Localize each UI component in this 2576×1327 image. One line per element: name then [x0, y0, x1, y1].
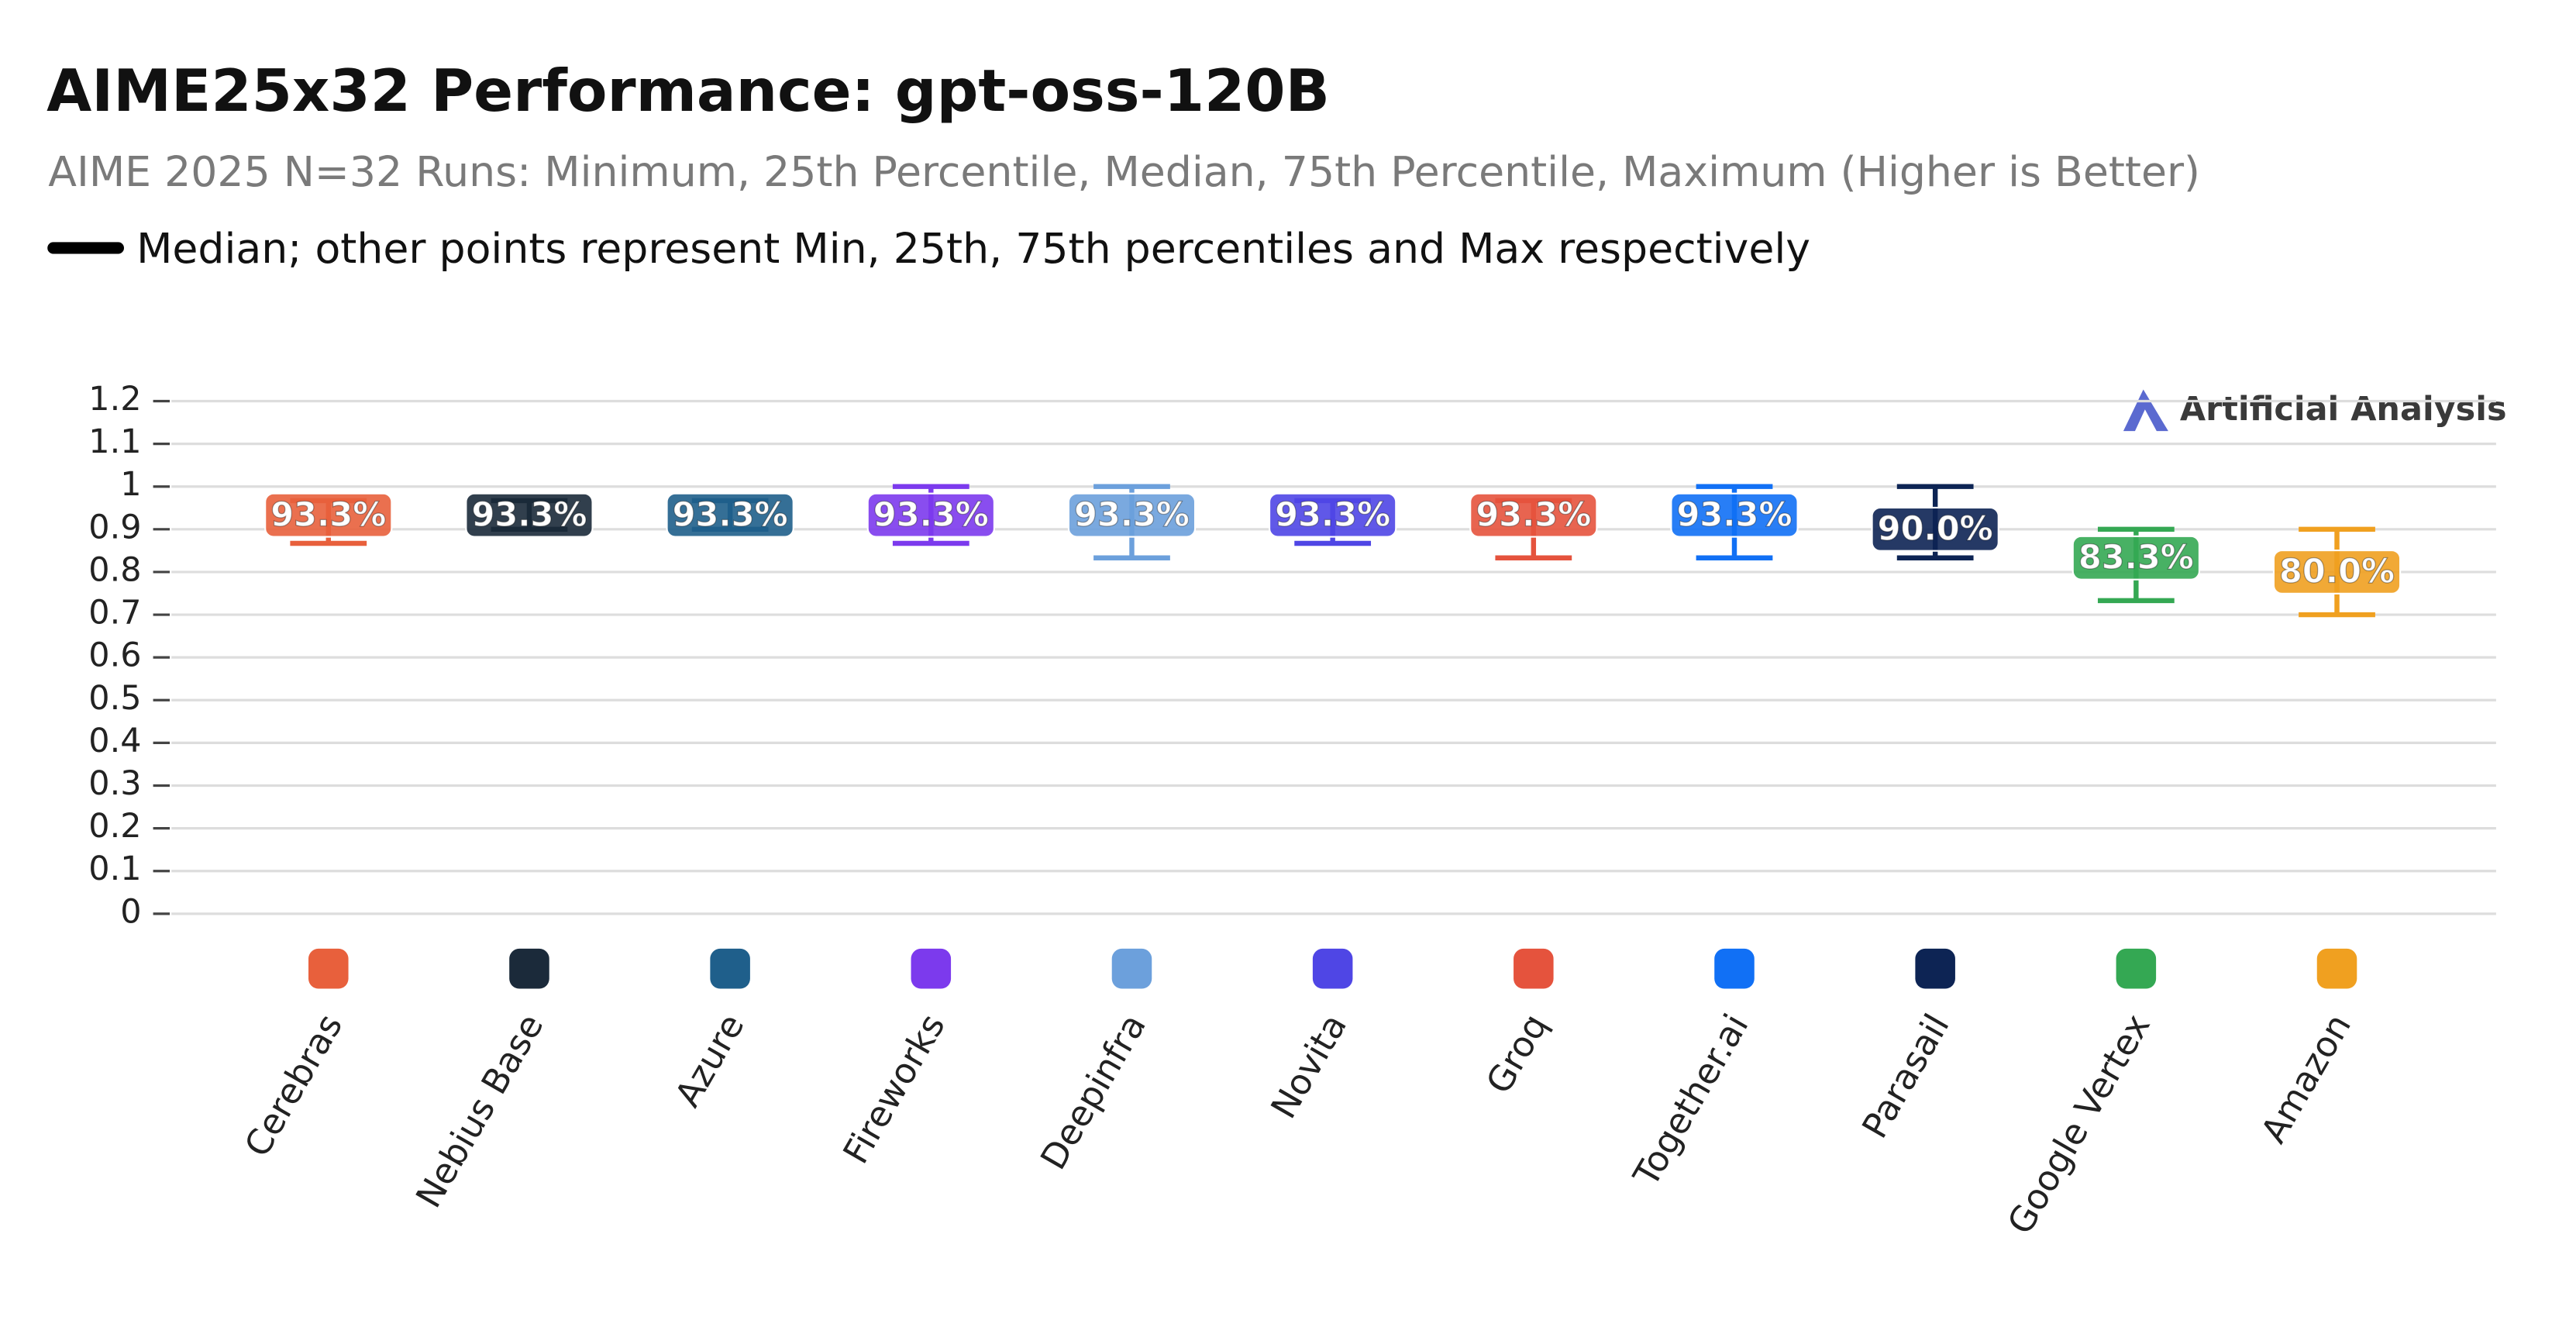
median-label: 93.3% [1476, 495, 1591, 534]
median-label: 93.3% [1074, 495, 1190, 534]
median-label: 83.3% [2078, 538, 2194, 577]
x-tick-label: Nebius Base [408, 1007, 551, 1215]
x-tick-label: Fireworks [835, 1007, 952, 1170]
watermark-logo [2123, 389, 2168, 432]
legend-label: Median; other points represent Min, 25th… [136, 224, 1810, 273]
y-tick-label: 0.8 [88, 550, 141, 589]
y-tick-label: 0.4 [88, 722, 141, 760]
median-box [1469, 492, 1598, 538]
y-tick-label: 0.7 [88, 594, 141, 632]
x-tick-label: Azure [667, 1007, 752, 1114]
chart-subtitle: AIME 2025 N=32 Runs: Minimum, 25th Perce… [48, 147, 2200, 196]
x-tick-label: Novita [1262, 1007, 1355, 1125]
provider-icon [1514, 948, 1554, 989]
median-label: 93.3% [673, 495, 788, 534]
x-tick-label: Deepinfra [1032, 1007, 1154, 1177]
y-tick-label: 0 [120, 892, 141, 931]
median-box [866, 492, 995, 538]
median-box [1670, 492, 1799, 538]
provider-icon [509, 948, 549, 989]
median-box [1268, 492, 1397, 538]
provider-icon [911, 948, 952, 989]
x-tick-label: Parasail [1854, 1007, 1957, 1145]
x-tick-label: Google Vertex [1999, 1007, 2158, 1241]
y-tick-label: 0.2 [88, 807, 141, 846]
x-tick-label: Amazon [2253, 1007, 2359, 1149]
median-box [666, 492, 794, 538]
median-label: 80.0% [2279, 553, 2395, 591]
median-label: 93.3% [1275, 495, 1390, 534]
y-tick-label: 0.3 [88, 764, 141, 803]
provider-icon [308, 948, 349, 989]
provider-icon [1312, 948, 1353, 989]
provider-icon [1714, 948, 1755, 989]
median-box [465, 492, 594, 538]
provider-icon [710, 948, 750, 989]
y-tick-label: 0.9 [88, 508, 141, 546]
median-box [2071, 535, 2201, 581]
median-box [264, 492, 393, 538]
y-tick-label: 0.6 [88, 636, 141, 675]
median-label: 93.3% [270, 495, 386, 534]
provider-icon [2116, 948, 2157, 989]
y-tick-label: 1 [120, 465, 141, 504]
median-label: 93.3% [471, 495, 587, 534]
x-tick-label: Groq [1478, 1007, 1555, 1101]
y-tick-label: 1.2 [88, 380, 141, 419]
median-label: 90.0% [1878, 509, 1993, 548]
provider-icon [1915, 948, 1955, 989]
median-box [1871, 506, 1999, 552]
median-label: 93.3% [1677, 495, 1793, 534]
median-box [2272, 549, 2402, 595]
watermark-text: Artificial Analysis [2180, 390, 2507, 429]
x-tick-label: Together.ai [1625, 1007, 1757, 1194]
median-label: 93.3% [873, 495, 989, 534]
y-tick-label: 1.1 [88, 422, 141, 461]
chart-title: AIME25x32 Performance: gpt-oss-120B [46, 57, 1330, 125]
y-tick-label: 0.5 [88, 679, 141, 718]
watermark: Artificial Analysis [2123, 389, 2507, 432]
provider-icon [1111, 948, 1152, 989]
provider-icon [2316, 948, 2357, 989]
median-box [1067, 492, 1197, 538]
y-tick-label: 0.1 [88, 850, 141, 888]
x-tick-label: Cerebras [236, 1007, 350, 1163]
